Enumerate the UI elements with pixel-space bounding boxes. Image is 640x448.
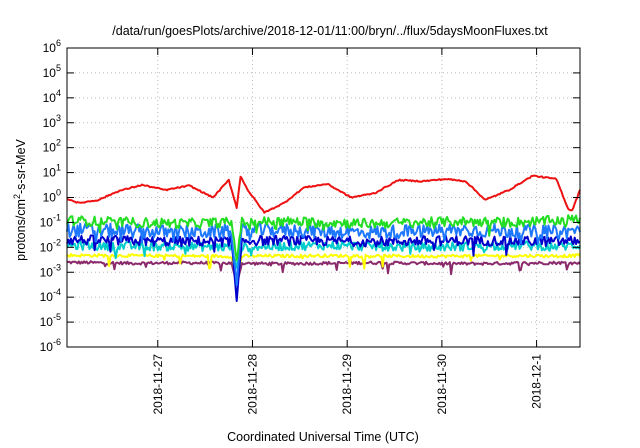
y-tick-base: 10 [43, 191, 57, 205]
y-tick-base: 10 [43, 141, 57, 155]
y-tick-exp: 5 [56, 63, 61, 73]
y-tick-base: 10 [43, 66, 57, 80]
series-line-6 [66, 174, 581, 214]
y-tick-exp: -2 [53, 237, 61, 247]
y-tick-exp: 4 [56, 88, 61, 98]
y-tick-base: 10 [43, 116, 57, 130]
series-line-1 [66, 253, 581, 279]
y-axis-label-sup: 2 [12, 194, 22, 199]
y-tick-base: 10 [40, 290, 54, 304]
y-tick-base: 10 [40, 340, 54, 354]
series-line-0 [66, 260, 581, 287]
y-tick-exp: 1 [56, 163, 61, 173]
y-tick-exp: -1 [53, 212, 61, 222]
y-tick-label: 103 [43, 113, 61, 130]
grid [67, 48, 580, 347]
y-tick-exp: 3 [56, 113, 61, 123]
series-line-5 [66, 214, 581, 262]
y-tick-base: 10 [43, 41, 57, 55]
y-tick-base: 10 [43, 166, 57, 180]
y-axis-label-suffix: -s-sr-MeV [14, 138, 28, 194]
y-tick-label: 102 [43, 138, 61, 155]
y-tick-label: 10-5 [40, 312, 61, 329]
y-tick-base: 10 [40, 215, 54, 229]
y-axis-label-prefix: protons/cm [14, 199, 28, 261]
y-tick-label: 10-4 [40, 287, 61, 304]
x-tick-label: 2018-11-27 [151, 354, 165, 415]
y-tick-exp: -4 [53, 287, 61, 297]
y-tick-exp: -3 [53, 262, 61, 272]
y-tick-label: 101 [43, 163, 61, 180]
chart-title: /data/run/goesPlots/archive/2018-12-01/1… [112, 24, 548, 38]
y-tick-exp: 6 [56, 38, 61, 48]
y-tick-label: 10-2 [40, 237, 61, 254]
y-tick-label: 10-1 [40, 212, 61, 229]
x-tick-label: 2018-11-29 [340, 354, 354, 415]
y-tick-label: 100 [43, 188, 61, 205]
y-tick-base: 10 [40, 265, 54, 279]
y-tick-label: 104 [43, 88, 61, 105]
y-tick-label: 106 [43, 38, 61, 55]
y-tick-label: 105 [43, 63, 61, 80]
y-tick-base: 10 [40, 240, 54, 254]
y-tick-base: 10 [43, 91, 57, 105]
ticks [67, 47, 580, 348]
y-tick-exp: 0 [56, 188, 61, 198]
x-tick-label: 2018-12-1 [530, 354, 544, 409]
y-tick-exp: 2 [56, 138, 61, 148]
series-line-3 [66, 234, 581, 302]
y-tick-label: 10-3 [40, 262, 61, 279]
y-axis-label: protons/cm2-s-sr-MeV [12, 138, 28, 260]
x-tick-labels: 2018-11-27 2018-11-28 2018-11-29 2018-11-30… [151, 354, 544, 415]
series-group [66, 174, 581, 302]
y-tick-exp: -5 [53, 312, 61, 322]
y-tick-label: 10-6 [40, 337, 61, 354]
y-tick-base: 10 [40, 315, 54, 329]
x-tick-label: 2018-11-28 [245, 354, 259, 415]
y-tick-labels: 10-610-510-410-310-210-11001011021031041… [40, 38, 61, 354]
y-tick-exp: -6 [53, 337, 61, 347]
x-axis-label: Coordinated Universal Time (UTC) [227, 430, 419, 444]
x-tick-label: 2018-11-30 [435, 354, 449, 415]
plot-frame [66, 47, 581, 348]
